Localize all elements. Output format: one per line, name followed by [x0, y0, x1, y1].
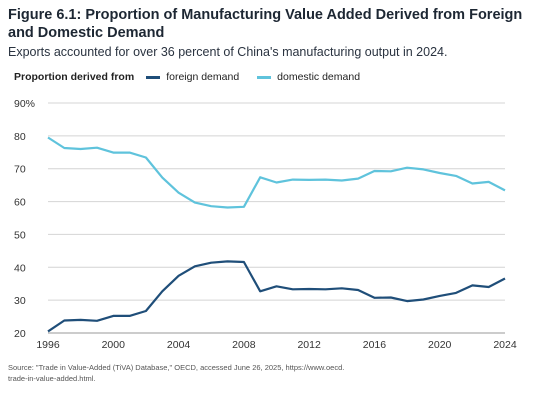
series-lines: [47, 136, 506, 333]
y-tick-label: 30: [14, 295, 26, 307]
y-tick-label: 80: [14, 131, 26, 143]
y-axis-ticks: 20 30 40 50 60 70 80 90%: [14, 98, 35, 340]
chart-title: Figure 6.1: Proportion of Manufacturing …: [8, 7, 523, 41]
chart-subtitle: Exports accounted for over 36 percent of…: [8, 45, 448, 59]
x-tick-label: 2024: [493, 339, 517, 351]
y-tick-label: 60: [14, 197, 26, 209]
legend-item-domestic: domestic demand: [257, 71, 360, 83]
y-tick-label: 90%: [14, 98, 35, 110]
legend-label-domestic: domestic demand: [277, 71, 361, 83]
series-line-foreign-demand: [47, 260, 506, 333]
snowball-logo-icon: [396, 362, 412, 378]
x-tick-label: 2016: [363, 339, 387, 351]
x-tick-label: 1996: [36, 339, 60, 351]
x-tick-label: 2008: [232, 339, 256, 351]
y-tick-label: 70: [14, 164, 26, 176]
x-tick-label: 2000: [102, 339, 126, 351]
series-line-domestic-demand: [47, 136, 506, 209]
watermark: 雪球：元沙优投: [396, 360, 516, 380]
legend-swatch-foreign: [146, 75, 161, 79]
legend-label-foreign: foreign demand: [166, 71, 240, 83]
legend: Proportion derived from foreign demand d…: [14, 70, 378, 84]
legend-title: Proportion derived from: [14, 71, 135, 83]
y-tick-label: 50: [14, 229, 26, 241]
watermark-text: 雪球：元沙优投: [418, 362, 516, 378]
source-note: Source: "Trade in Value-Added (TiVA) Dat…: [8, 362, 398, 384]
source-line-1: Source: "Trade in Value-Added (TiVA) Dat…: [8, 363, 345, 372]
source-line-2: trade-in-value-added.html.: [8, 374, 96, 383]
x-tick-label: 2012: [297, 339, 321, 351]
y-tick-label: 20: [14, 328, 26, 340]
legend-swatch-domestic: [257, 75, 272, 79]
legend-item-foreign: foreign demand: [146, 71, 239, 83]
x-tick-label: 2020: [428, 339, 452, 351]
x-axis-ticks: 1996 2000 2004 2008 2012 2016 2020 2024: [36, 339, 517, 351]
x-tick-label: 2004: [167, 339, 191, 351]
grid-lines: [48, 102, 505, 334]
y-tick-label: 40: [14, 262, 26, 274]
